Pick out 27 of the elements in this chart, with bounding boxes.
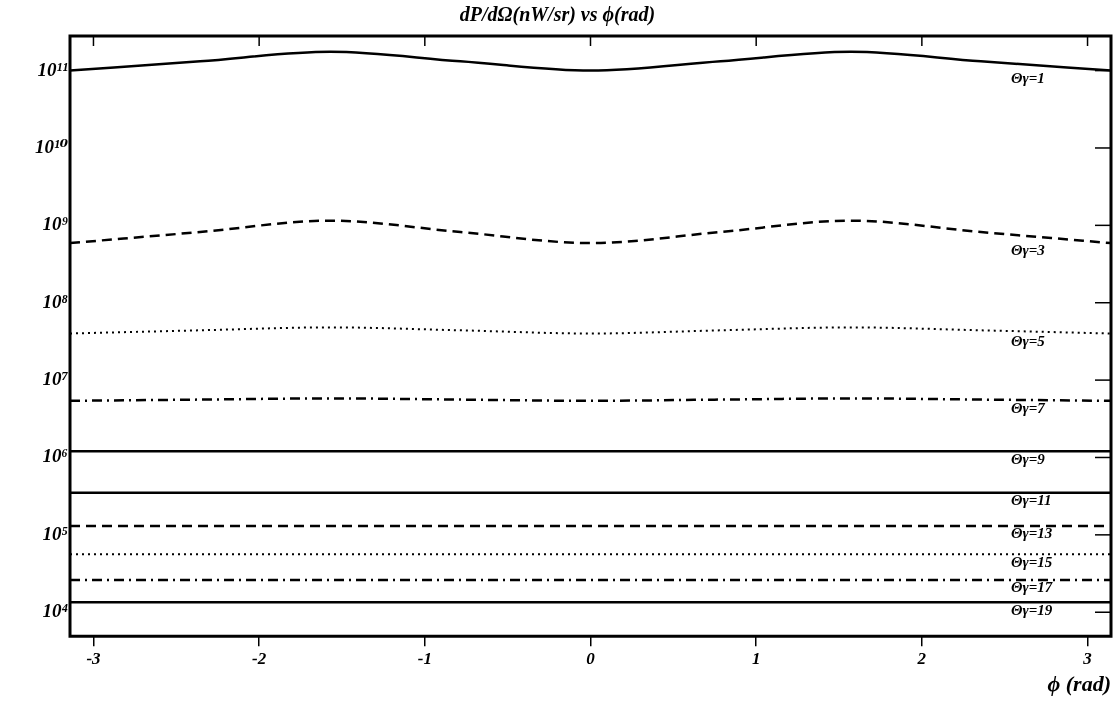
series-label: Θγ=19 (1011, 601, 1053, 618)
y-tick-label: 10⁷ (42, 368, 69, 390)
y-tick-label: 10⁸ (42, 290, 68, 312)
y-tick-label: 10⁹ (42, 213, 69, 235)
series-label: Θγ=3 (1011, 242, 1046, 259)
x-tick-label: 2 (916, 648, 927, 668)
series-label: Θγ=13 (1011, 525, 1053, 542)
series-label: Θγ=17 (1011, 579, 1053, 596)
x-axis-title: ϕ (rad) (1047, 671, 1111, 697)
series-label: Θγ=9 (1011, 450, 1046, 467)
series-label: Θγ=11 (1011, 492, 1052, 509)
series-label: Θγ=5 (1011, 332, 1046, 349)
series-label: Θγ=7 (1011, 400, 1046, 417)
y-tick-label: 10⁵ (42, 522, 68, 544)
x-tick-label: 3 (1082, 648, 1093, 668)
y-tick-label: 10¹¹ (37, 58, 69, 80)
x-tick-label: 1 (751, 648, 761, 668)
y-tick-label: 10¹⁰ (34, 135, 69, 157)
y-tick-label: 10⁴ (42, 600, 69, 622)
x-tick-label: -2 (252, 648, 267, 668)
x-tick-label: -1 (417, 648, 432, 668)
x-tick-label: -3 (86, 648, 102, 668)
series-label: Θγ=1 (1011, 69, 1045, 86)
y-tick-label: 10⁶ (42, 445, 68, 467)
x-tick-label: 0 (586, 648, 596, 668)
chart-title: dP/dΩ(nW/sr) vs ϕ(rad) (459, 3, 656, 27)
series-label: Θγ=15 (1011, 553, 1053, 570)
